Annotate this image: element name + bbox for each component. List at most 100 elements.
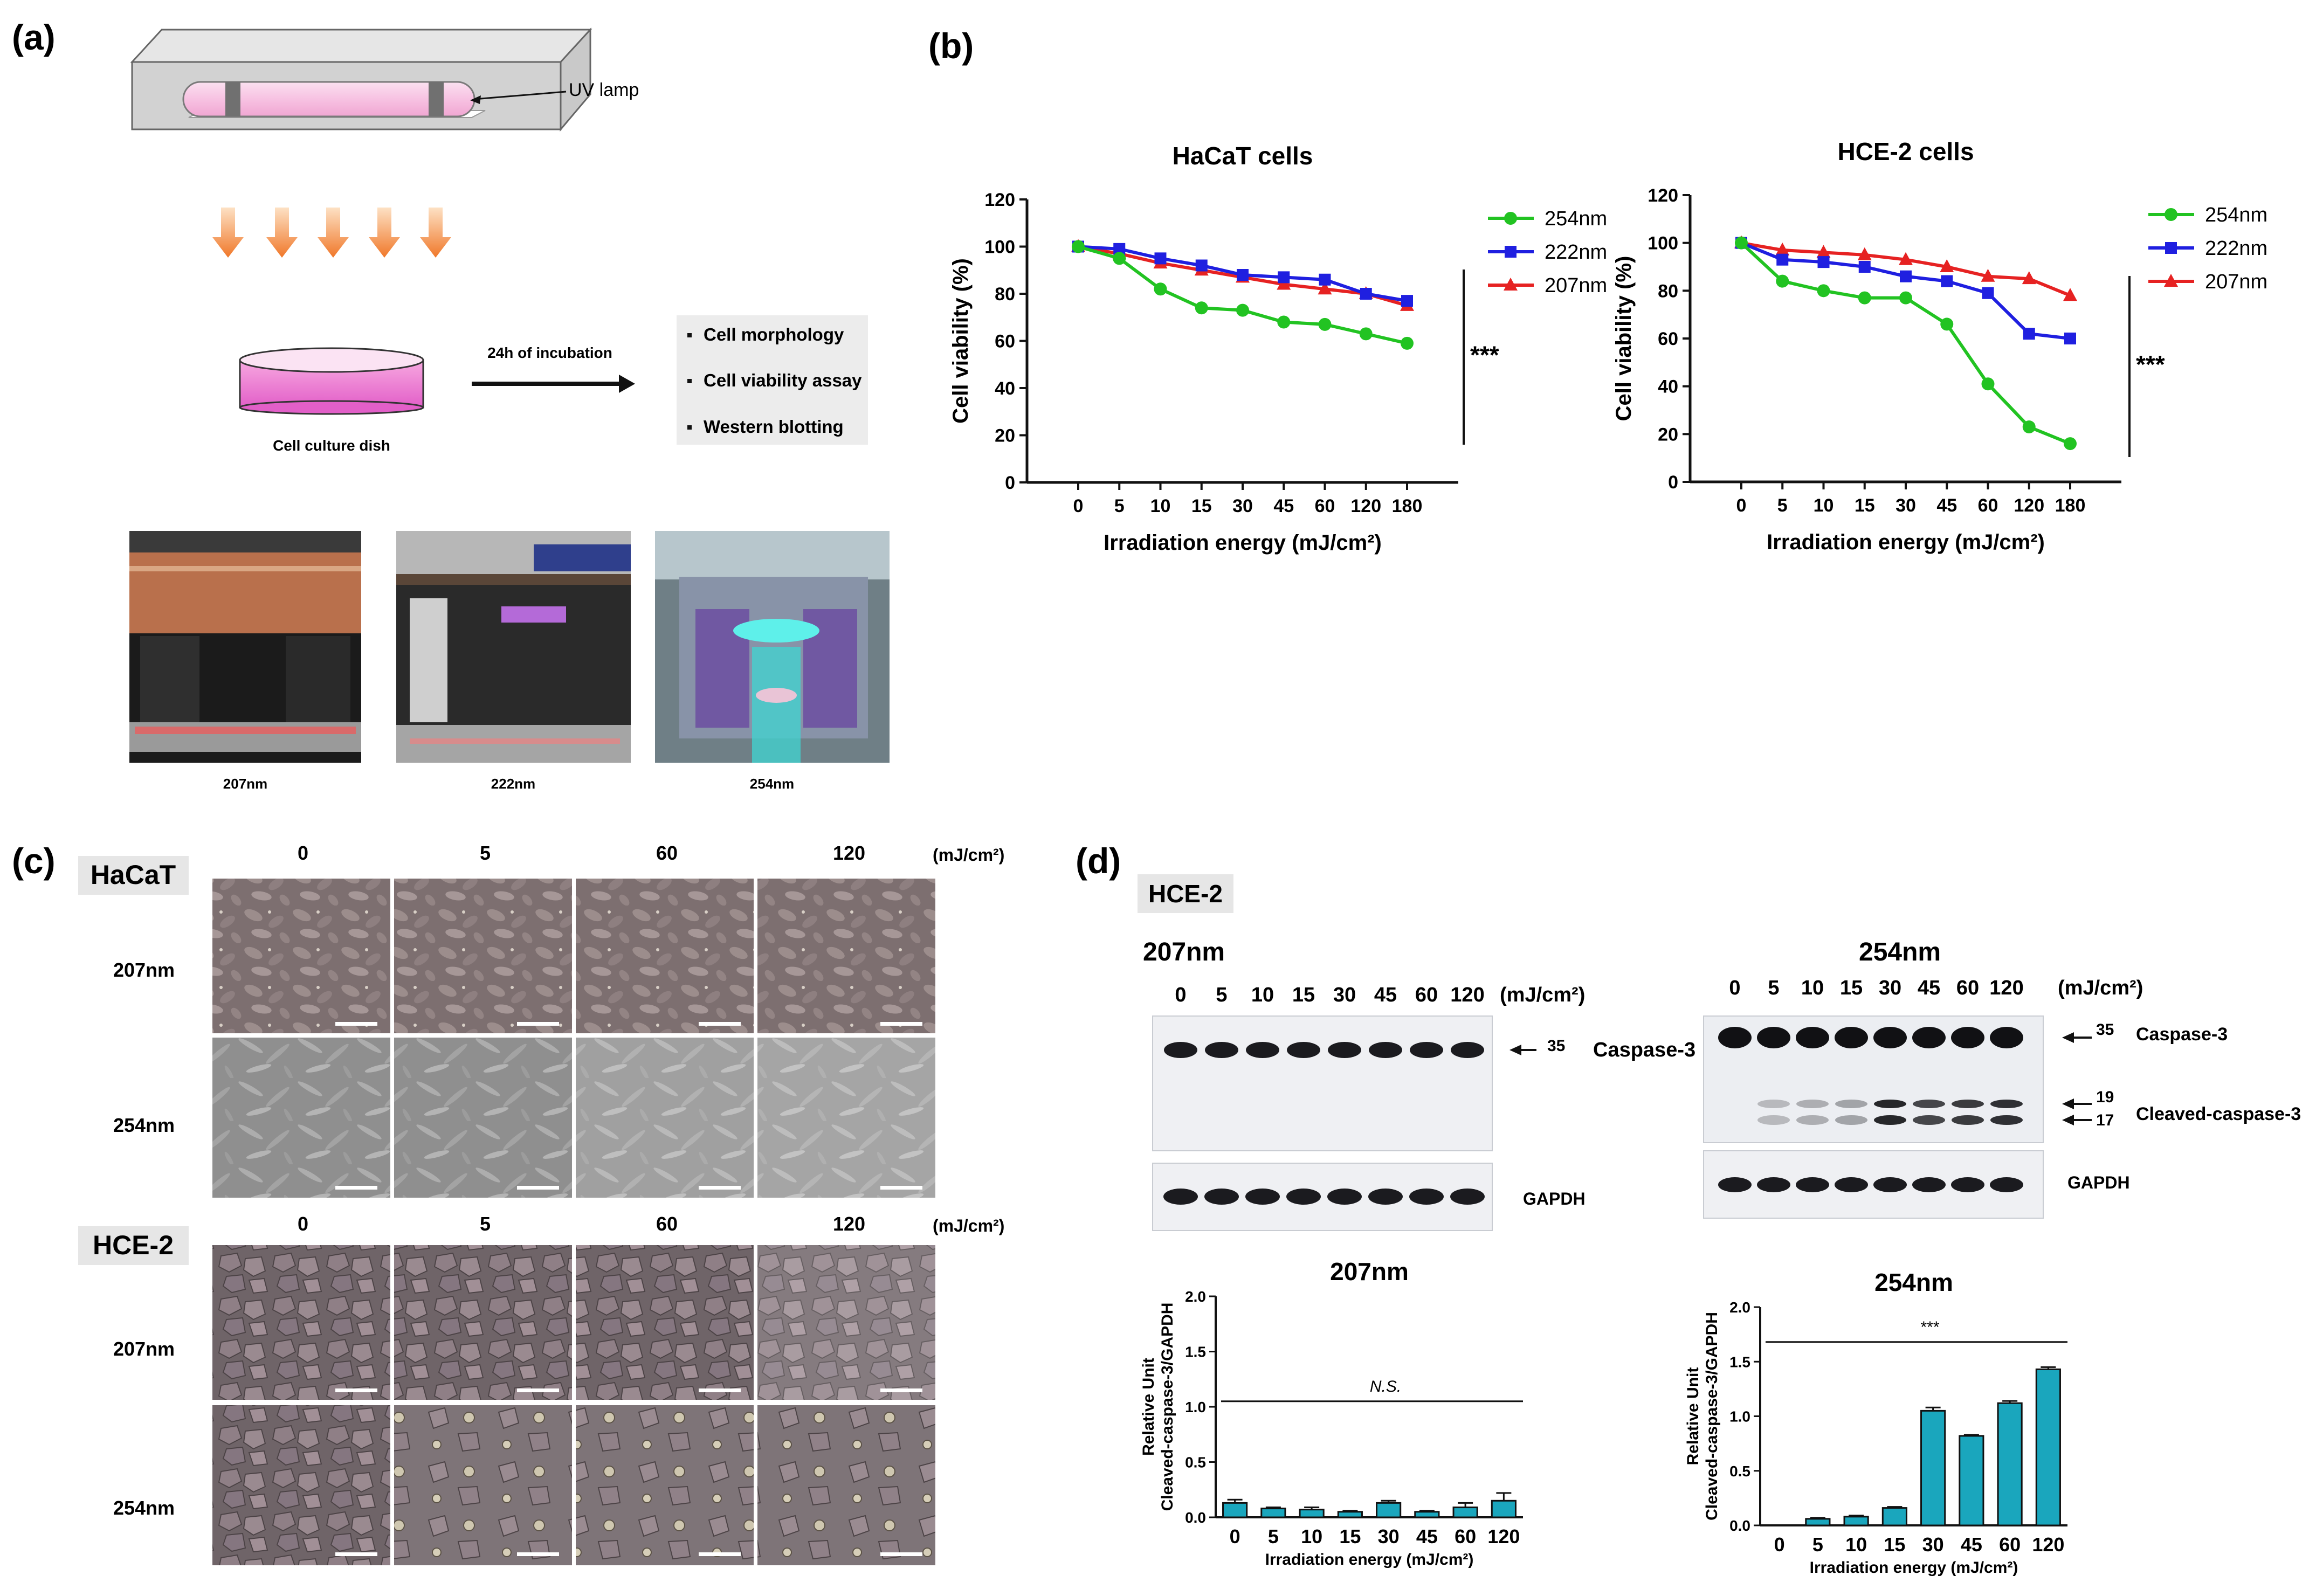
chart-hce2-point-254nm-30 <box>1899 291 1912 305</box>
chart-hacat-point-254nm-15 <box>1195 301 1208 315</box>
blot207-doses-dose-30: 30 <box>1333 984 1356 1006</box>
blot-254-caspase3-label: Caspase-3 <box>2136 1024 2228 1045</box>
blot-254-marker-19: 19 <box>2096 1088 2114 1106</box>
chart-hacat-point-254nm-30 <box>1236 303 1249 317</box>
blot-254-cleaved-label: Cleaved-caspase-3 <box>2136 1104 2301 1124</box>
chart-bar254-xtick-label: 0 <box>1774 1533 1785 1556</box>
panel-a-label: (a) <box>12 17 56 57</box>
blot-254-caspase3-band-2 <box>1796 1027 1829 1048</box>
chart-hacat-legend-label-207nm: 207nm <box>1545 274 1607 297</box>
chart-bar254-xtick-label: 5 <box>1812 1533 1823 1556</box>
chart-hacat-point-254nm-120 <box>1359 327 1373 341</box>
chart-hacat-point-254nm-180 <box>1401 336 1414 350</box>
uv-box-schematic: UV lamp <box>130 27 639 132</box>
hce2-label: HCE-2 <box>93 1230 174 1260</box>
chart-hce2-ytick-label: 20 <box>1658 424 1678 445</box>
hacat-dose-unit: (mJ/cm²) <box>933 845 1004 865</box>
chart-hce2-xtick-label: 120 <box>2014 495 2044 516</box>
blot-207-gapdh-label: GAPDH <box>1523 1189 1586 1208</box>
chart-bar254-y-label-line2: Cleaved-caspase-3/GAPDH <box>1703 1312 1721 1521</box>
chart-bar207-xtick-label: 120 <box>1487 1525 1520 1547</box>
chart-hacat-point-222nm-10 <box>1154 252 1167 265</box>
hce2-blot-label-box <box>1138 874 1233 913</box>
chart-bar254-xtick-label: 10 <box>1845 1533 1867 1556</box>
chart-hce2-point-254nm-45 <box>1940 317 1954 331</box>
blot-207-gapdh-band-4 <box>1327 1189 1362 1205</box>
chart-hacat-xtick-label: 0 <box>1073 496 1084 516</box>
blot-254-gapdh-band-3 <box>1835 1177 1868 1192</box>
chart-bar254-x-label: Irradiation energy (mJ/cm²) <box>1810 1559 2018 1577</box>
chart-hacat-point-222nm-30 <box>1237 269 1249 281</box>
chart-hce2-point-222nm-180 <box>2064 333 2076 344</box>
chart-hacat-xtick-label: 120 <box>1350 496 1381 516</box>
chart-bar254-ytick-label: 2.0 <box>1729 1299 1750 1316</box>
chart-hacat-point-254nm-60 <box>1318 317 1332 331</box>
chart-hce2-title: HCE-2 cells <box>1837 137 1974 165</box>
setup-photo-222nm: 222nm <box>396 531 631 792</box>
chart-bar207-xtick-label: 30 <box>1378 1525 1400 1547</box>
blot-254-gapdh-band-1 <box>1757 1177 1790 1192</box>
blot-254-cleaved-band-17-2 <box>1796 1115 1829 1125</box>
chart-hce2-ytick-label: 0 <box>1668 472 1678 493</box>
hacat-dose-5: 5 <box>480 842 491 864</box>
chart-bar254-bar-15 <box>1881 1507 1907 1526</box>
blot-207-gapdh-band-6 <box>1409 1189 1444 1205</box>
hce2-micrograph-grid <box>212 1245 935 1565</box>
chart-hacat-point-222nm-5 <box>1113 243 1126 255</box>
assay-item-3: Western blotting <box>704 417 844 437</box>
chart-bar254-ytick-label: 1.5 <box>1729 1353 1750 1370</box>
chart-bar254-bar-10 <box>1843 1516 1869 1526</box>
chart-bar207-bar-45 <box>1414 1511 1440 1518</box>
panel-c: (c) HaCaT 0 5 60 120 (mJ/cm²) 207nm 254n… <box>12 841 1004 1565</box>
culture-dish: Cell culture dish <box>239 347 424 454</box>
chart-hce2-point-207nm-5 <box>1775 242 1790 255</box>
chart-hce2-point-222nm-10 <box>1817 256 1830 268</box>
blot-254-cleaved-band-17-7 <box>1990 1115 2023 1125</box>
panel-d: (d) HCE-2 207nm 0 5 10 15 30 45 60 120 (mJ/cm²)… <box>1076 841 2301 1577</box>
blot-207-caspase3-band-4 <box>1328 1042 1361 1058</box>
chart-hacat-point-254nm-5 <box>1113 252 1126 265</box>
chart-hce2-legend-marker-254nm <box>2165 208 2177 221</box>
panel-a: (a) UV lamp Cell culture dish <box>12 17 890 792</box>
blot-254-gapdh-band-7 <box>1990 1177 2023 1192</box>
chart-bar207-annotation: N.S. <box>1370 1378 1401 1395</box>
chart-hacat-point-207nm-60 <box>1318 281 1332 295</box>
chart-hce2-ytick-label: 40 <box>1658 377 1678 397</box>
blot254-doses-dose-0: 0 <box>1729 977 1740 999</box>
chart-hacat-xtick-label: 10 <box>1150 496 1171 516</box>
chart-bar207-ytick-label: 0.0 <box>1185 1509 1206 1526</box>
blot-254-cleaved-band-19-4 <box>1874 1100 1906 1108</box>
chart-hacat-ytick-label: 80 <box>995 284 1015 305</box>
chart-hce2-point-222nm-15 <box>1858 261 1871 273</box>
blot-254-cleaved-band-19-3 <box>1835 1100 1867 1108</box>
hce2-dose-unit: (mJ/cm²) <box>933 1216 1004 1235</box>
blot-207-gapdh-band-2 <box>1245 1189 1280 1205</box>
chart-hce2-legend-marker-222nm <box>2165 242 2177 254</box>
chart-bar207-ytick-label: 0.5 <box>1185 1454 1206 1471</box>
blot207-doses-dose-10: 10 <box>1251 984 1274 1006</box>
chart-bar207-xtick-label: 5 <box>1268 1525 1279 1547</box>
setup-photo-207nm: 207nm <box>129 531 361 792</box>
chart-hce2-xtick-label: 60 <box>1978 495 1998 516</box>
hce2-dose-60: 60 <box>656 1213 678 1235</box>
chart-hacat-xtick-label: 5 <box>1114 496 1125 516</box>
chart-hacat-ytick-label: 120 <box>984 190 1015 210</box>
photo-label-207nm: 207nm <box>223 776 267 792</box>
hce2-dose-120: 120 <box>833 1213 865 1235</box>
chart-hce2-point-222nm-60 <box>1982 287 1994 299</box>
chart-bar207-ytick-label: 1.0 <box>1185 1399 1206 1415</box>
chart-bar207-xtick-label: 0 <box>1230 1525 1240 1547</box>
blot-254-cleaved-band-17-4 <box>1874 1115 1906 1125</box>
blot207-doses-dose-120: 120 <box>1450 984 1484 1006</box>
chart-bar207-title: 207nm <box>1330 1258 1409 1286</box>
chart-hce2-y-label: Cell viability (%) <box>1612 256 1636 422</box>
chart-hacat-point-222nm-180 <box>1401 295 1413 307</box>
blot-254-caspase3-band-0 <box>1718 1027 1752 1048</box>
chart-bar207-bar-0 <box>1222 1502 1248 1518</box>
blot207-doses-dose-0: 0 <box>1175 984 1186 1006</box>
blot-207-caspase3-band-1 <box>1205 1042 1238 1058</box>
assay-list: Cell morphology Cell viability assay Wes… <box>677 315 868 445</box>
chart-bar254-bar-30 <box>1920 1410 1946 1526</box>
blot-254-unit: (mJ/cm²) <box>2058 977 2143 999</box>
chart-hacat-xtick-label: 180 <box>1392 496 1423 516</box>
